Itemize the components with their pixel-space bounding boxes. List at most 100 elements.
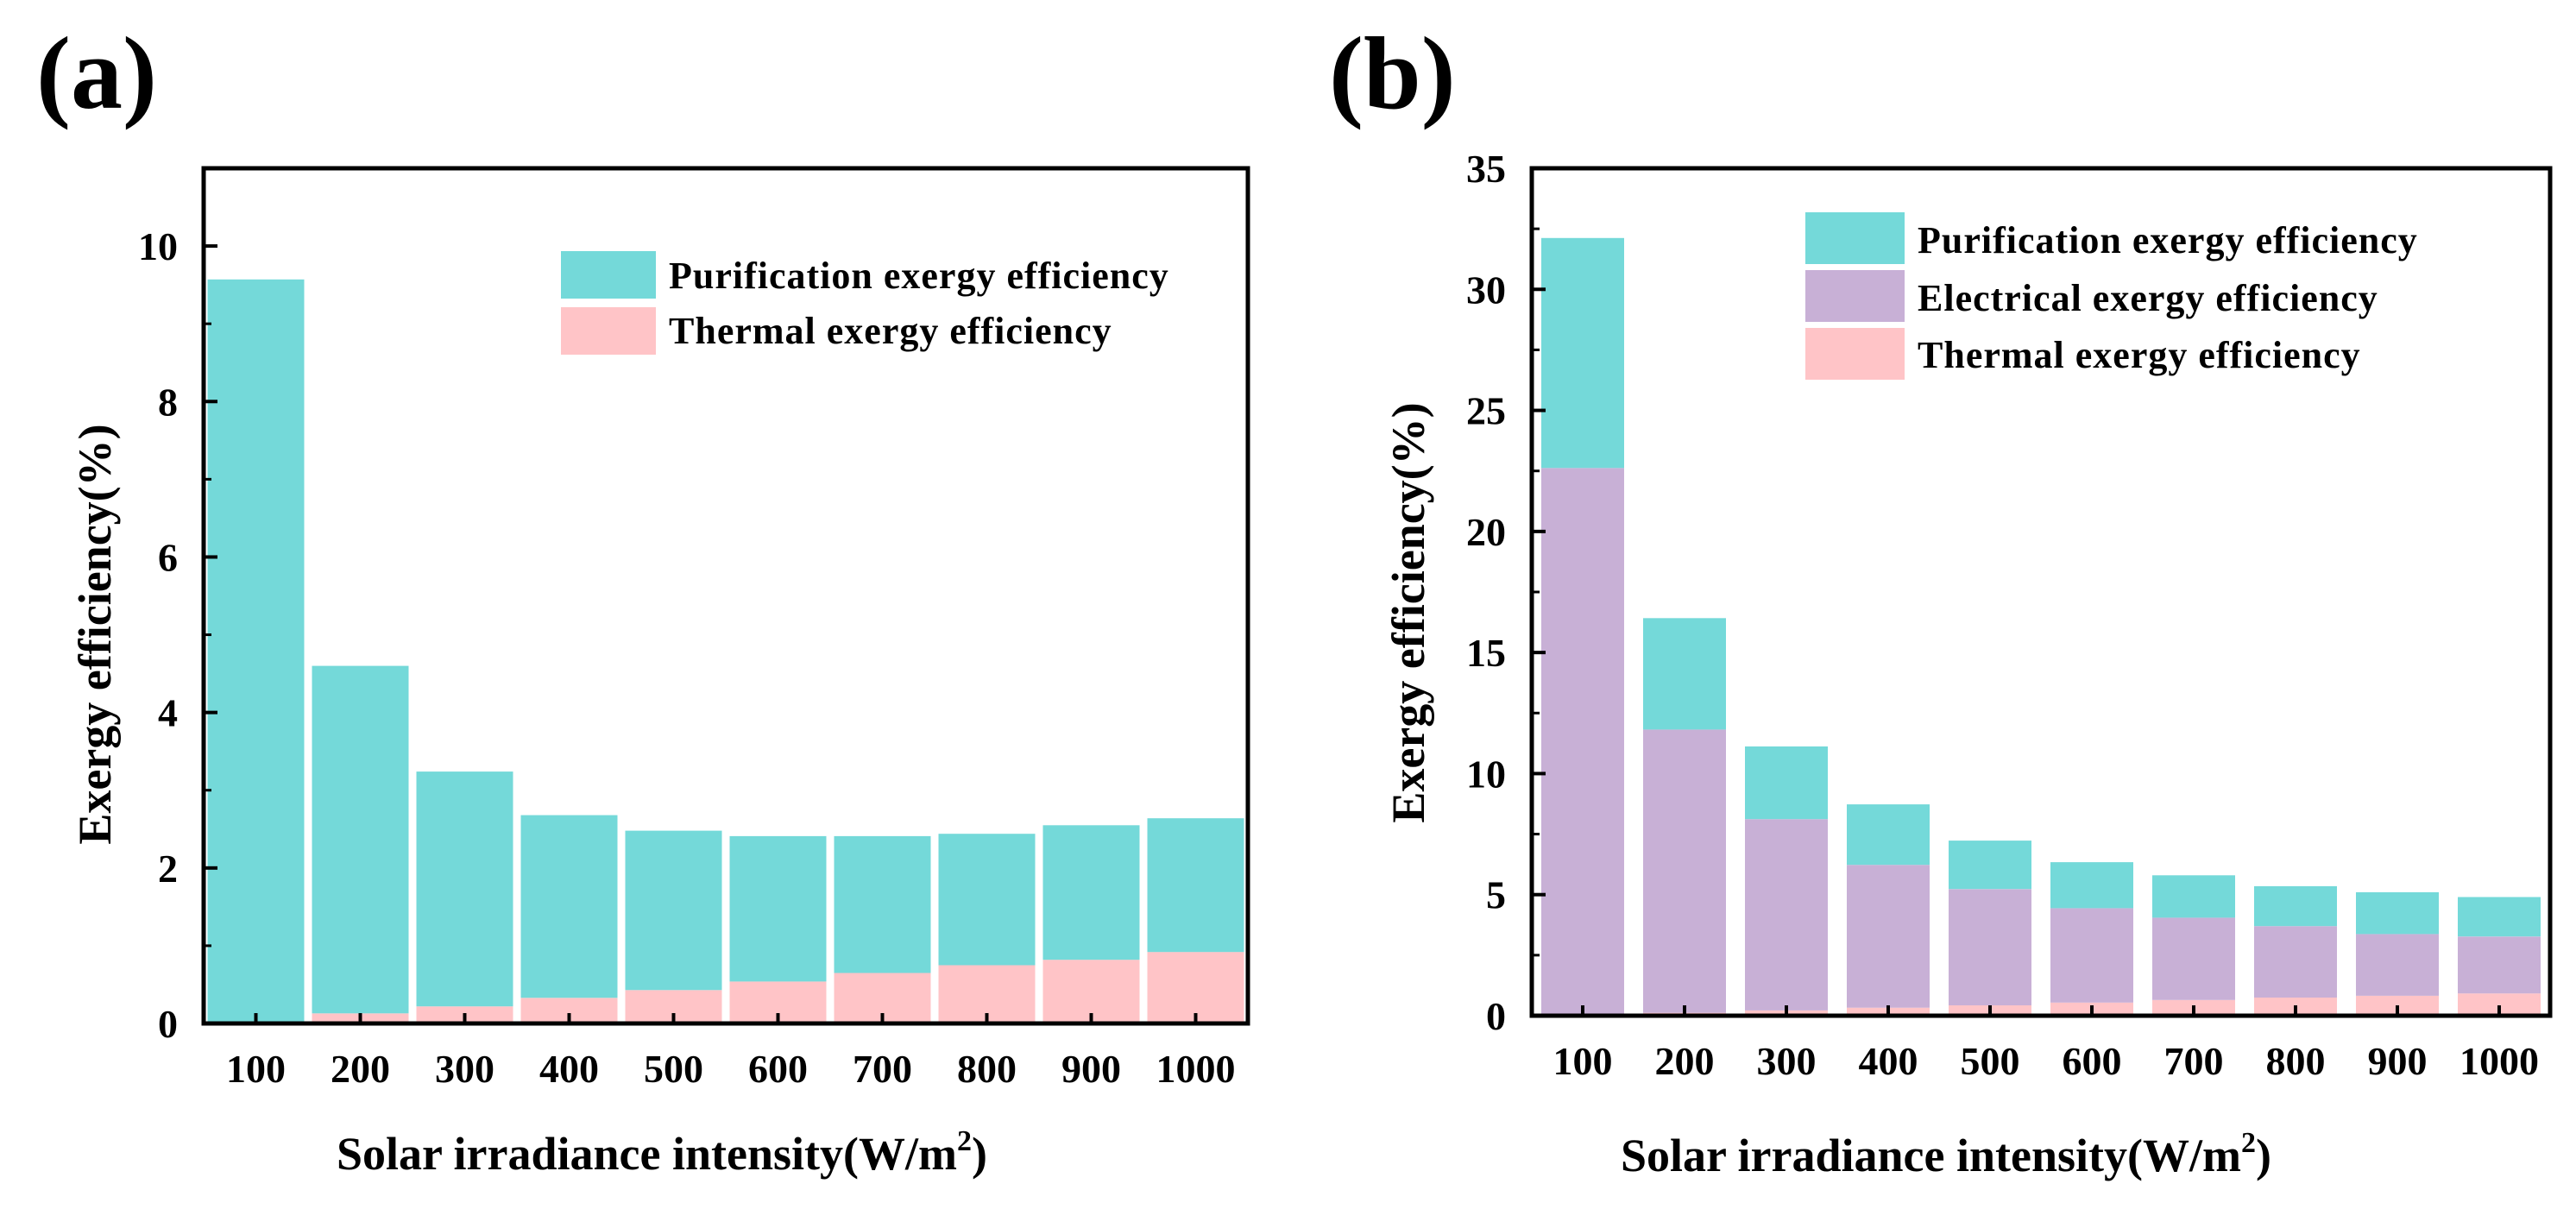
panel-label-b: (b) (1329, 16, 1456, 130)
bar-purification-600 (729, 835, 827, 982)
bar-purification-400 (1847, 804, 1930, 866)
y-tick-label: 0 (158, 1002, 178, 1046)
bar-purification-200 (1643, 618, 1726, 730)
y-tick-label: 0 (1486, 994, 1506, 1038)
panel-b-legend: Purification exergy efficiency Electrica… (1805, 212, 2418, 380)
bar-electrical-600 (2050, 908, 2133, 1003)
bar-purification-900 (1042, 825, 1140, 960)
bar-purification-300 (416, 771, 513, 1007)
x-tick-label: 200 (331, 1047, 390, 1091)
panel-a-y-ticks: 0 2 4 6 8 10 (138, 224, 217, 1046)
x-axis-title-a-sup: 2 (957, 1125, 972, 1157)
panel-b-y-ticks: 0 5 10 15 20 25 30 35 (1466, 147, 1546, 1038)
bar-electrical-300 (1745, 819, 1828, 1011)
axes-frame (201, 166, 1250, 1026)
bar-purification-500 (1949, 841, 2031, 890)
panel-a-bars (207, 279, 1244, 1023)
legend-label-thermal: Thermal exergy efficiency (669, 310, 1112, 352)
bar-purification-100 (1541, 237, 1624, 469)
x-tick-label: 800 (957, 1047, 1017, 1091)
x-tick-label: 300 (1757, 1039, 1817, 1083)
x-tick-label: 700 (853, 1047, 912, 1091)
bar-purification-700 (2152, 875, 2235, 918)
x-tick-label: 600 (2063, 1039, 2122, 1083)
bar-purification-300 (1745, 746, 1828, 820)
y-tick-label: 4 (158, 691, 178, 735)
x-tick-label: 400 (539, 1047, 599, 1091)
panel-label-a: (a) (36, 16, 157, 130)
x-tick-label: 900 (2368, 1039, 2428, 1083)
y-tick-label: 30 (1466, 268, 1506, 312)
y-tick-label: 10 (1466, 752, 1506, 796)
y-axis-title-b: Exergy efficiency(%) (1382, 402, 1434, 822)
legend-label-purification: Purification exergy efficiency (1918, 219, 2418, 261)
x-tick-label: 500 (644, 1047, 703, 1091)
x-tick-label: 300 (435, 1047, 494, 1091)
bar-electrical-1000 (2458, 936, 2541, 994)
x-axis-title-a-main: Solar irradiance intensity(W/m (337, 1128, 957, 1180)
x-axis-title-a: Solar irradiance intensity(W/m2) (337, 1125, 987, 1180)
bar-thermal-1000 (1147, 952, 1244, 1023)
y-tick-label: 35 (1466, 147, 1506, 191)
x-tick-label: 800 (2266, 1039, 2326, 1083)
bar-electrical-200 (1643, 729, 1726, 1013)
legend-swatch-electrical (1805, 270, 1905, 322)
x-tick-label: 700 (2164, 1039, 2224, 1083)
bar-electrical-900 (2356, 934, 2439, 996)
bar-electrical-100 (1541, 468, 1624, 1016)
y-tick-label: 20 (1466, 510, 1506, 554)
x-axis-title-b-end: ) (2256, 1130, 2271, 1181)
x-tick-label: 600 (748, 1047, 808, 1091)
x-axis-title-b-main: Solar irradiance intensity(W/m (1621, 1130, 2241, 1181)
x-tick-label: 500 (1961, 1039, 2020, 1083)
panel-a-legend: Purification exergy efficiency Thermal e… (561, 251, 1169, 355)
y-tick-label: 25 (1466, 389, 1506, 433)
y-tick-label: 2 (158, 847, 178, 891)
bar-electrical-800 (2254, 926, 2337, 998)
legend-swatch-thermal (561, 307, 656, 355)
y-tick-label: 10 (138, 224, 178, 268)
legend-label-purification: Purification exergy efficiency (669, 255, 1169, 297)
bar-purification-800 (2254, 885, 2337, 927)
x-tick-label: 100 (226, 1047, 286, 1091)
x-axis-title-a-end: ) (972, 1128, 987, 1180)
bar-purification-900 (2356, 891, 2439, 935)
x-tick-label: 1000 (2459, 1039, 2539, 1083)
legend-swatch-thermal (1805, 328, 1905, 380)
x-tick-label: 400 (1859, 1039, 1918, 1083)
bar-purification-400 (520, 815, 618, 998)
x-axis-title-b: Solar irradiance intensity(W/m2) (1621, 1127, 2271, 1181)
bar-purification-700 (834, 835, 931, 973)
x-tick-label: 1000 (1156, 1047, 1236, 1091)
panel-b-x-ticks: 100 200 300 400 500 600 700 800 900 1000 (1553, 1005, 2539, 1083)
bar-purification-600 (2050, 862, 2133, 909)
y-axis-title-a: Exergy efficiency(%) (69, 424, 121, 844)
legend-swatch-purification (1805, 212, 1905, 264)
bar-electrical-700 (2152, 917, 2235, 1000)
legend-label-thermal: Thermal exergy efficiency (1918, 334, 2361, 376)
panel-a-x-ticks: 100 200 300 400 500 600 700 800 900 1000 (226, 1013, 1236, 1091)
x-tick-label: 900 (1061, 1047, 1121, 1091)
bar-electrical-500 (1949, 889, 2031, 1005)
bar-purification-1000 (1147, 818, 1244, 953)
x-tick-label: 200 (1655, 1039, 1715, 1083)
bar-purification-100 (207, 279, 305, 1023)
legend-label-electrical: Electrical exergy efficiency (1918, 277, 2378, 319)
bar-purification-800 (938, 834, 1036, 966)
legend-swatch-purification (561, 251, 656, 299)
bar-purification-200 (312, 665, 409, 1014)
y-tick-label: 5 (1486, 873, 1506, 917)
bar-purification-1000 (2458, 897, 2541, 937)
panel-a-axes (201, 166, 1250, 1026)
y-tick-label: 6 (158, 535, 178, 579)
y-tick-label: 8 (158, 380, 178, 424)
bar-electrical-400 (1847, 865, 1930, 1008)
x-tick-label: 100 (1553, 1039, 1613, 1083)
bar-purification-500 (625, 830, 722, 991)
x-axis-title-b-sup: 2 (2241, 1127, 2256, 1159)
bar-thermal-900 (1042, 960, 1140, 1023)
panel-b: (b) 0 5 10 15 20 25 30 35 100 200 300 400 500 600 700… (1329, 16, 2553, 1181)
y-tick-label: 15 (1466, 631, 1506, 675)
